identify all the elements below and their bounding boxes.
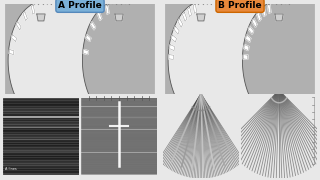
- Polygon shape: [197, 14, 205, 21]
- Polygon shape: [268, 4, 271, 13]
- Polygon shape: [243, 2, 315, 118]
- Polygon shape: [244, 45, 249, 51]
- Polygon shape: [9, 50, 14, 55]
- Text: B Profile: B Profile: [218, 1, 262, 10]
- Polygon shape: [172, 35, 176, 42]
- Polygon shape: [37, 14, 45, 21]
- Polygon shape: [246, 35, 251, 42]
- Polygon shape: [174, 26, 179, 34]
- Polygon shape: [249, 26, 253, 34]
- Polygon shape: [193, 4, 196, 13]
- Polygon shape: [188, 7, 192, 17]
- Polygon shape: [243, 55, 248, 59]
- Polygon shape: [5, 2, 37, 118]
- Polygon shape: [275, 14, 283, 21]
- Text: A Profile: A Profile: [58, 1, 102, 10]
- Polygon shape: [106, 5, 109, 14]
- Polygon shape: [169, 55, 173, 59]
- Polygon shape: [84, 50, 88, 55]
- Polygon shape: [97, 12, 102, 21]
- Polygon shape: [178, 18, 183, 27]
- Polygon shape: [170, 45, 174, 51]
- Polygon shape: [12, 35, 17, 42]
- Polygon shape: [91, 22, 95, 30]
- Polygon shape: [257, 12, 261, 21]
- Polygon shape: [115, 14, 123, 21]
- Polygon shape: [16, 22, 21, 30]
- Polygon shape: [182, 12, 187, 21]
- Polygon shape: [83, 2, 155, 118]
- Polygon shape: [23, 12, 27, 21]
- Polygon shape: [86, 35, 91, 42]
- Text: A lines: A lines: [5, 167, 17, 171]
- Polygon shape: [252, 18, 257, 27]
- Polygon shape: [262, 7, 266, 17]
- Polygon shape: [31, 5, 35, 14]
- Polygon shape: [165, 2, 197, 118]
